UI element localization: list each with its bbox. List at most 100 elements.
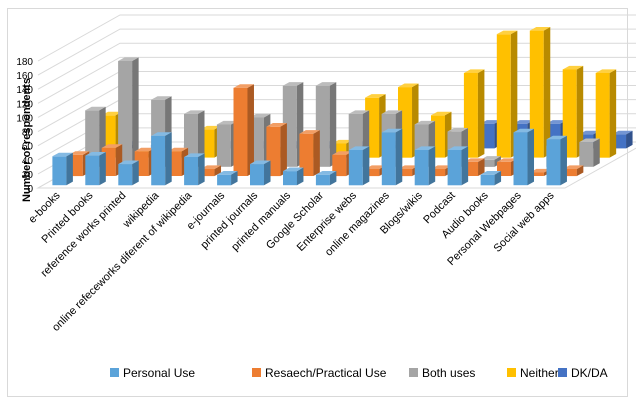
bar-front-face — [85, 155, 100, 186]
bar-side-face — [527, 128, 535, 186]
bar-side-face — [478, 158, 485, 177]
bar-side-face — [593, 138, 600, 167]
y-tick-label: 80 — [22, 128, 34, 139]
bar-top-face — [250, 160, 271, 165]
bar-top-face — [529, 168, 551, 173]
bar-top-face — [85, 152, 106, 156]
bar-front-face — [315, 174, 330, 186]
bar-top-face — [282, 82, 304, 86]
bar-top-face — [430, 111, 452, 116]
bar-front-face — [513, 132, 528, 186]
y-tick-label: 120 — [16, 99, 33, 110]
bar — [118, 160, 139, 186]
bar-side-face — [609, 69, 617, 158]
legend-swatch — [558, 368, 567, 377]
bar-top-face — [513, 120, 534, 124]
legend-swatch — [507, 368, 516, 377]
legend-label: Neither — [520, 366, 559, 380]
bar-front-face — [595, 73, 610, 158]
bar-front-face — [118, 61, 133, 167]
bar-top-face — [463, 69, 485, 73]
bar-front-face — [529, 30, 544, 158]
legend-label: DK/DA — [571, 366, 608, 380]
series-personal-use — [52, 128, 567, 186]
bar — [233, 84, 254, 177]
bar — [250, 160, 271, 186]
bar — [562, 165, 584, 177]
bar-top-face — [118, 57, 139, 62]
bar — [151, 132, 172, 186]
bar-front-face — [529, 172, 544, 176]
bar-side-face — [362, 146, 370, 186]
bar-front-face — [562, 169, 577, 177]
y-axis-label: Number of respondents — [21, 78, 33, 202]
bar — [52, 152, 73, 186]
gridline-180 — [37, 14, 636, 62]
chart-frame — [7, 8, 628, 397]
bar-side-face — [99, 152, 106, 186]
bar-front-face — [480, 174, 495, 186]
bar-top-face — [299, 130, 320, 134]
bar — [381, 128, 403, 186]
bar-top-face — [184, 153, 205, 158]
bar-side-face — [66, 152, 73, 186]
bar-top-face — [200, 125, 221, 130]
bar — [348, 146, 370, 186]
bar-front-face — [381, 132, 396, 186]
bar-front-face — [200, 169, 215, 177]
bar-top-face — [101, 111, 123, 116]
bar-top-face — [447, 146, 469, 150]
bar-top-face — [315, 82, 337, 86]
bar-top-face — [282, 167, 304, 172]
legend-label: Both uses — [422, 366, 475, 380]
bar — [282, 167, 304, 186]
bar-side-face — [576, 165, 584, 177]
legend-item: Resaech/Practical Use — [252, 366, 387, 380]
bar-top-face — [68, 151, 90, 155]
bar — [513, 128, 535, 186]
bar-front-face — [250, 164, 264, 186]
bar-top-face — [151, 96, 172, 100]
bar-top-face — [579, 138, 600, 143]
bar-top-face — [513, 128, 535, 133]
bar — [595, 69, 617, 158]
bar-top-face — [381, 128, 403, 133]
bar-side-face — [264, 160, 271, 186]
y-tick-label: 100 — [16, 113, 33, 124]
bar-side-face — [395, 128, 403, 186]
bar-top-face — [184, 110, 205, 114]
bar-front-face — [480, 159, 495, 167]
bar-front-face — [431, 169, 446, 177]
bar-front-face — [118, 164, 133, 186]
bar-top-face — [447, 127, 469, 132]
bar — [414, 146, 436, 186]
category-label: printed manuals — [229, 189, 293, 253]
gridline-120 — [37, 56, 636, 104]
y-axis-ticks: 0 20 40 60 80 100 120 140 160 180 — [16, 57, 33, 195]
bar-top-face — [266, 123, 287, 127]
bar-top-face — [431, 165, 452, 169]
bar-side-face — [428, 146, 436, 186]
bar-top-face — [562, 65, 584, 70]
legend-item: Personal Use — [110, 366, 195, 380]
bar-top-face — [52, 152, 73, 157]
bar-front-face — [52, 156, 67, 186]
y-tick-label: 40 — [22, 156, 34, 167]
legend-item: DK/DA — [558, 366, 608, 380]
series-neither — [101, 27, 617, 158]
y-tick-label: 0 — [27, 184, 33, 195]
bar-side-face — [576, 65, 584, 158]
category-label: Social web apps — [491, 189, 556, 254]
bar-side-face — [461, 146, 469, 186]
bar-side-face — [165, 132, 172, 186]
bar-front-face — [496, 34, 511, 158]
bar-top-face — [562, 165, 584, 169]
bar-top-face — [249, 113, 271, 118]
bar — [315, 171, 337, 186]
bar-top-face — [200, 165, 222, 169]
bar-top-face — [365, 94, 386, 98]
bar-front-face — [184, 157, 199, 186]
legend-swatch — [409, 368, 418, 377]
bar — [200, 165, 222, 177]
